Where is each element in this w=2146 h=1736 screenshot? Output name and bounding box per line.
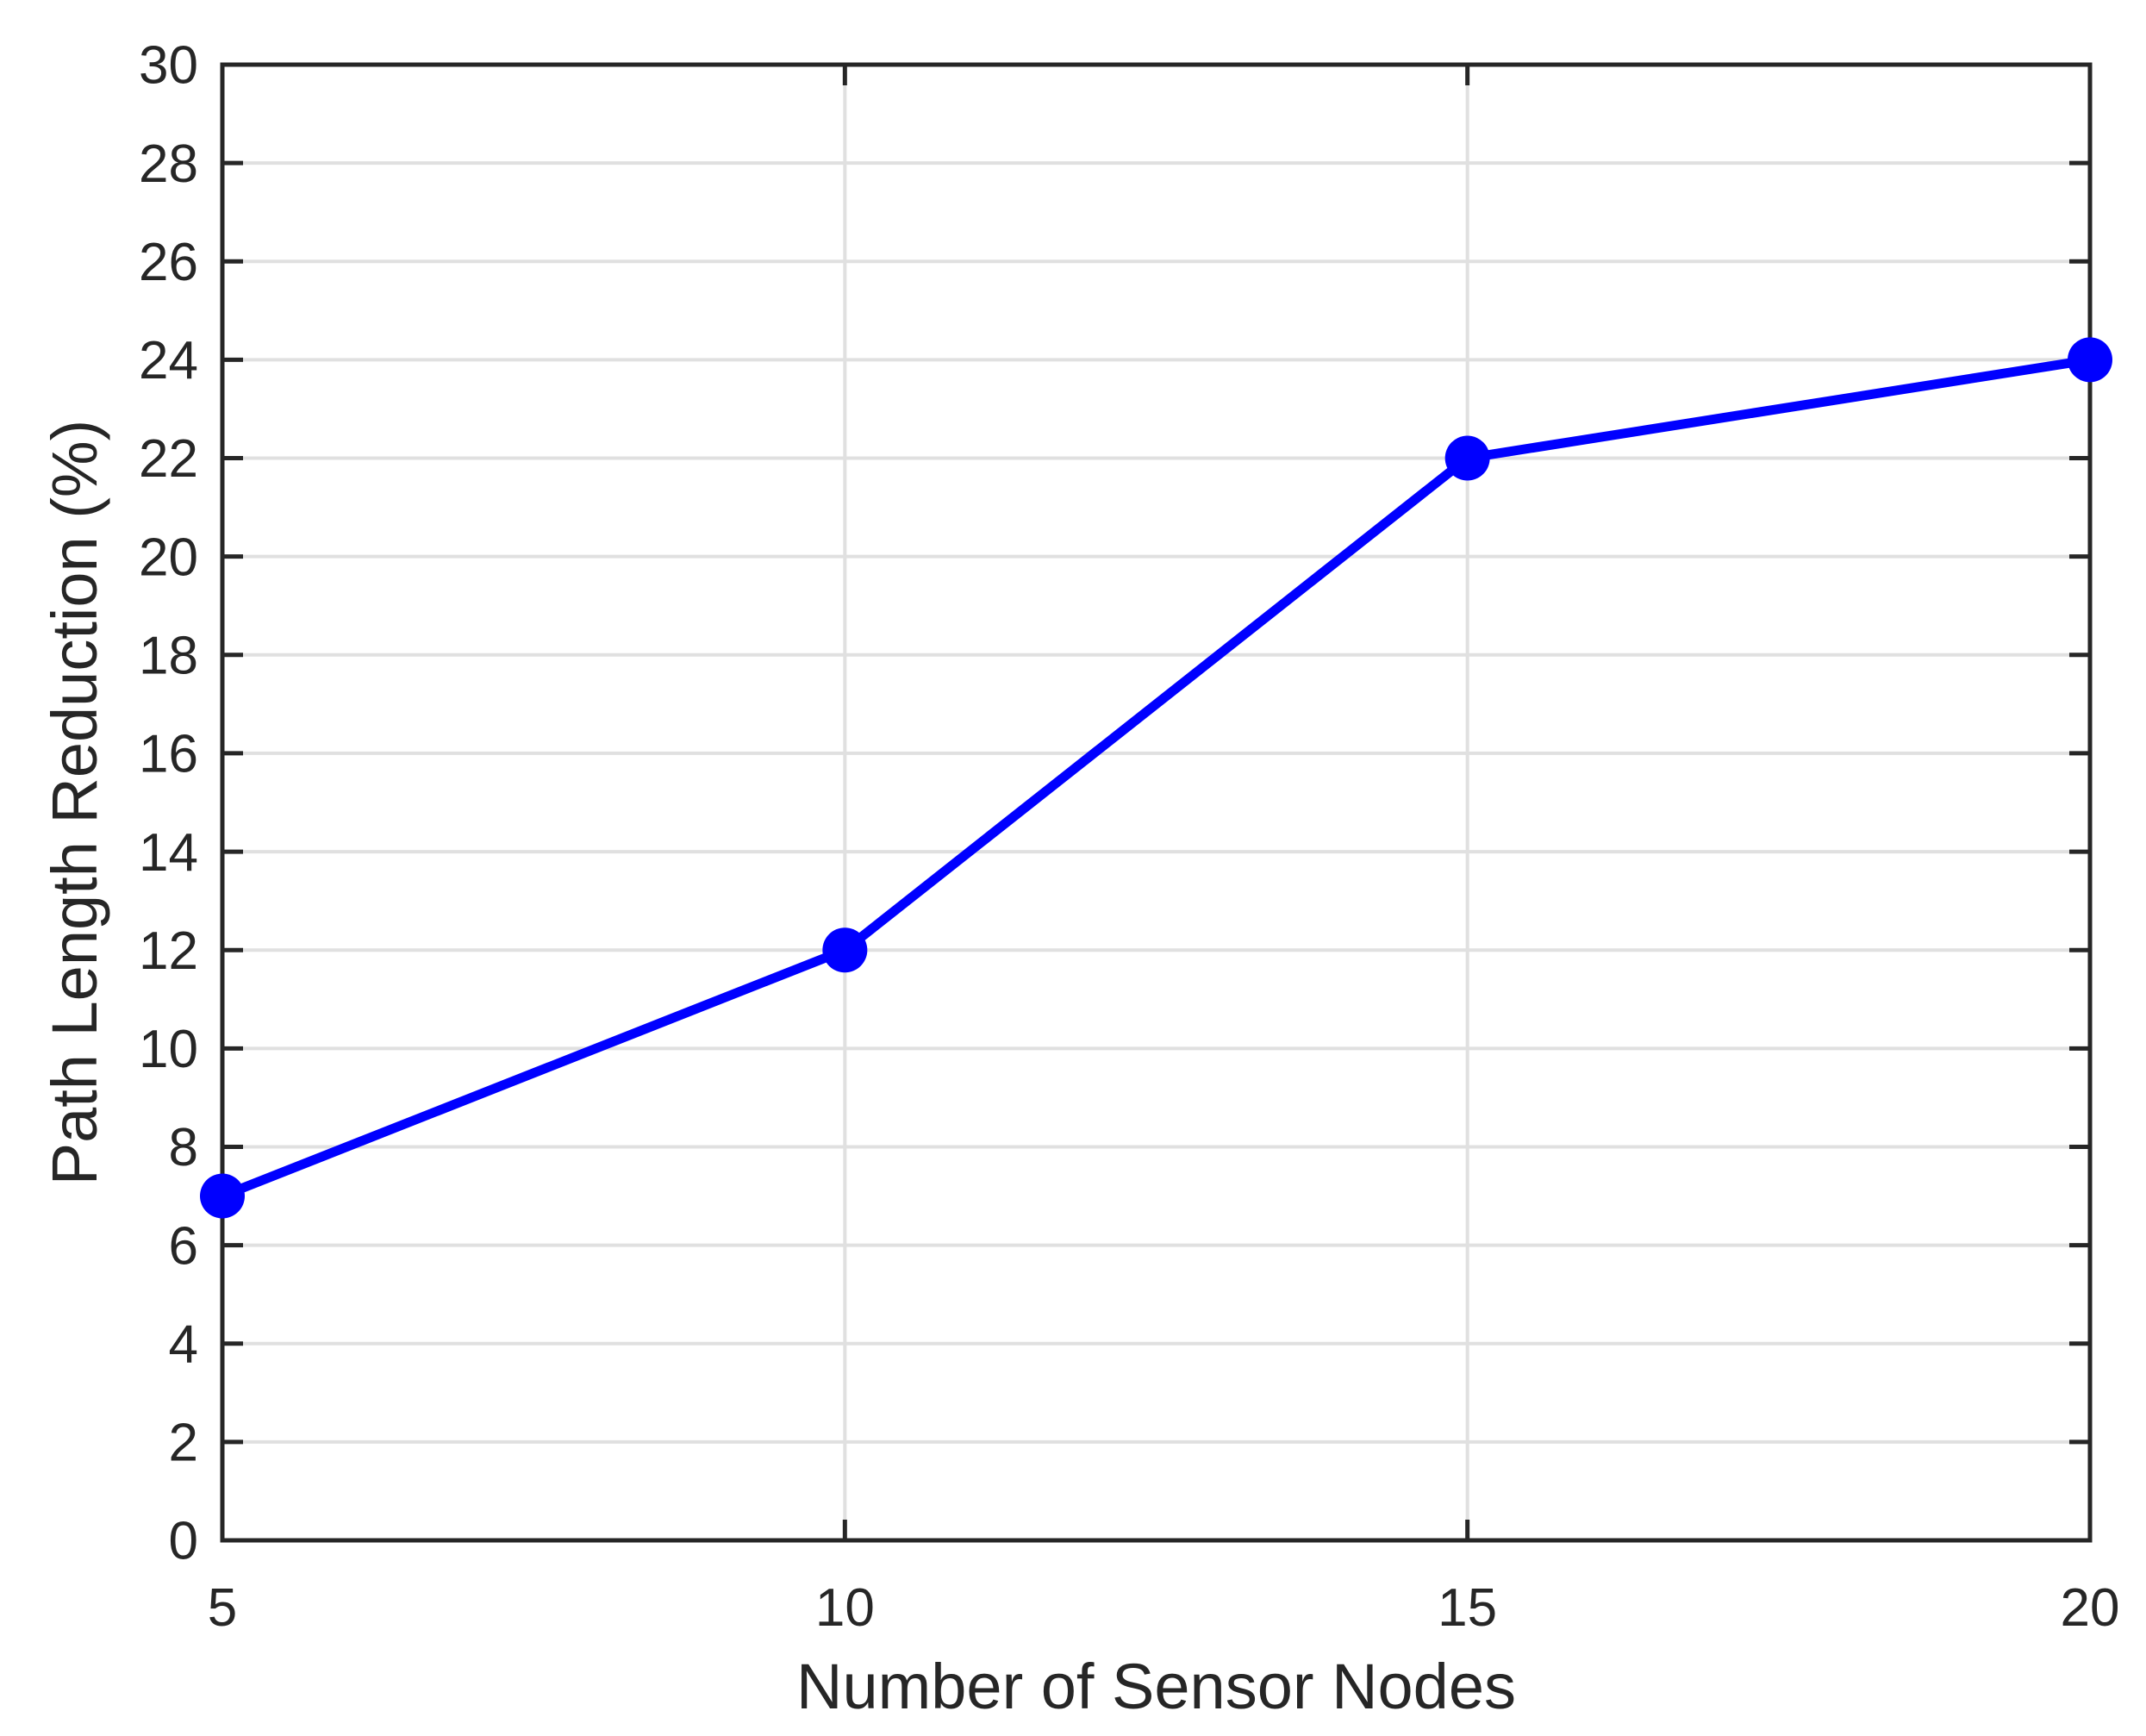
y-tick-label: 14 — [139, 823, 198, 883]
plot-frame — [220, 62, 2093, 1543]
y-tick-label: 30 — [139, 36, 198, 96]
y-tick-label: 6 — [169, 1216, 198, 1276]
y-tick-label: 12 — [139, 921, 198, 981]
y-tick-label: 26 — [139, 233, 198, 292]
data-series — [200, 337, 2112, 1219]
y-tick-label: 22 — [139, 429, 198, 489]
y-tick-label: 8 — [169, 1118, 198, 1177]
y-tick-label: 0 — [169, 1512, 198, 1571]
x-tick-label: 10 — [815, 1578, 875, 1638]
y-tick-label: 10 — [139, 1020, 198, 1079]
x-tick-label: 15 — [1438, 1578, 1497, 1638]
x-tick-label: 5 — [208, 1578, 237, 1638]
series-line — [220, 354, 2091, 1201]
y-tick-label: 18 — [139, 627, 198, 686]
data-point-marker — [822, 927, 868, 973]
gridlines — [222, 65, 2090, 1540]
data-point-marker — [1444, 435, 1490, 481]
tick-marks — [220, 62, 2093, 1543]
data-point-marker — [200, 1173, 245, 1219]
y-tick-label: 24 — [139, 331, 198, 390]
x-tick-label: 20 — [2061, 1578, 2120, 1638]
y-axis-label: Path Length Reduction (%) — [39, 420, 110, 1186]
x-tick-labels: 5 10 15 20 — [208, 1578, 2120, 1638]
y-tick-label: 4 — [169, 1314, 198, 1374]
x-axis-label: Number of Sensor Nodes — [796, 1651, 1516, 1722]
data-point-marker — [2068, 337, 2112, 383]
y-tick-label: 2 — [169, 1414, 198, 1473]
y-tick-label: 16 — [139, 725, 198, 784]
y-tick-label: 20 — [139, 528, 198, 587]
y-tick-label: 28 — [139, 134, 198, 194]
